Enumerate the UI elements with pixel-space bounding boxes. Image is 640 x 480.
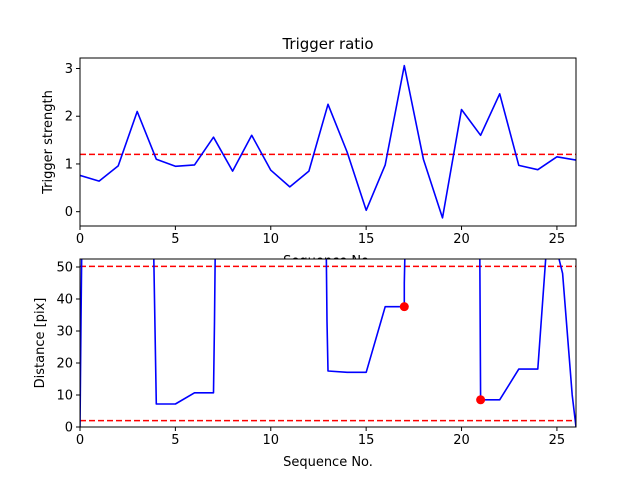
bottom-x-axis-label: Sequence No. (283, 455, 373, 470)
bottom-x-tick-label-4: 20 (453, 433, 470, 448)
top-ticks: 0 5 10 15 20 25 0 1 2 3 (65, 62, 565, 247)
bottom-x-tick-label-3: 15 (358, 433, 375, 448)
top-y-tick-label-0: 0 (65, 205, 73, 220)
bottom-y-tick-label-5: 50 (56, 261, 73, 276)
bottom-y-tick-label-4: 40 (56, 293, 73, 308)
top-x-tick-label-0: 0 (76, 232, 84, 247)
top-plot-area (80, 64, 576, 219)
top-y-axis-label: Trigger strength (41, 90, 56, 195)
bottom-highlight-point-1 (476, 395, 486, 405)
top-x-tick-label-4: 20 (453, 232, 470, 247)
bottom-x-tick-label-1: 5 (171, 433, 179, 448)
bottom-x-tick-label-2: 10 (262, 433, 279, 448)
bottom-x-tick-label-0: 0 (76, 433, 84, 448)
bottom-axes-frame (79, 258, 577, 428)
top-x-tick-label-1: 5 (171, 232, 179, 247)
top-y-tick-label-1: 1 (65, 157, 73, 172)
top-x-tick-label-2: 10 (262, 232, 279, 247)
top-series-line-0 (80, 64, 576, 219)
top-x-tick-label-5: 25 (549, 232, 566, 247)
top-axes-frame (79, 57, 577, 227)
chart-title: Trigger ratio (281, 35, 373, 53)
bottom-y-tick-label-1: 10 (56, 389, 73, 404)
bottom-markers (399, 302, 486, 405)
bottom-y-tick-label-2: 20 (56, 357, 73, 372)
bottom-ticks: 0 5 10 15 20 25 0 10 20 30 40 50 (56, 261, 565, 449)
bottom-y-tick-label-3: 30 (56, 325, 73, 340)
bottom-y-tick-label-0: 0 (65, 421, 73, 436)
bottom-highlight-point-0 (399, 302, 409, 312)
bottom-y-axis-label: Distance [pix] (33, 298, 48, 389)
bottom-series-line-0 (80, 259, 576, 427)
distance-panel: 0 5 10 15 20 25 0 10 20 30 40 50 Sequence No. Dista… (33, 258, 577, 470)
bottom-x-tick-label-5: 25 (549, 433, 566, 448)
bottom-plot-area (80, 259, 576, 427)
top-y-tick-label-3: 3 (65, 62, 73, 77)
top-x-tick-label-3: 15 (358, 232, 375, 247)
top-y-tick-label-2: 2 (65, 110, 73, 125)
